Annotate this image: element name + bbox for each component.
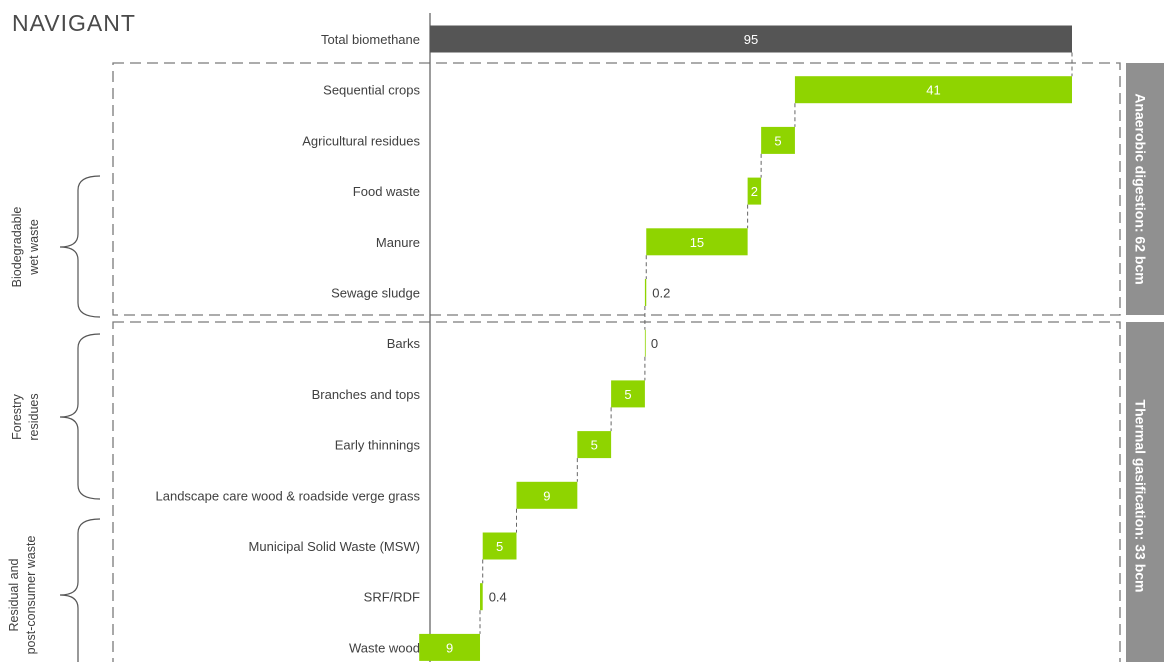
group-forestry-line1: Forestry xyxy=(10,393,24,440)
value-label-early-thinnings: 5 xyxy=(591,438,598,453)
brace-residual xyxy=(59,518,101,662)
value-label-municipal-solid-waste-msw: 5 xyxy=(496,539,503,554)
category-label-waste-wood: Waste wood xyxy=(349,640,420,655)
category-label-landscape-care-wood-roadside-verge-grass: Landscape care wood & roadside verge gra… xyxy=(156,488,421,503)
group-residual-line2: post-consumer waste xyxy=(24,536,38,655)
bar-early-thinnings xyxy=(577,431,612,459)
value-label-landscape-care-wood-roadside-verge-grass: 9 xyxy=(543,488,550,503)
category-label-agricultural-residues: Agricultural residues xyxy=(302,133,420,148)
group-residual-line1: Residual and xyxy=(7,558,21,631)
category-label-total-biomethane: Total biomethane xyxy=(321,32,420,47)
bar-food-waste xyxy=(747,177,762,205)
thermal-gasification-box xyxy=(112,321,1121,662)
anaerobic-side-panel xyxy=(1126,63,1164,315)
category-label-branches-and-tops: Branches and tops xyxy=(312,387,421,402)
group-biodegradable-line2: wet waste xyxy=(27,219,41,276)
category-label-srf-rdf: SRF/RDF xyxy=(364,590,420,605)
category-label-early-thinnings: Early thinnings xyxy=(335,438,421,453)
value-label-food-waste: 2 xyxy=(751,184,758,199)
thermal-side-panel xyxy=(1126,322,1164,662)
navigant-logo: NAVIGANT xyxy=(12,10,136,36)
value-label-manure: 15 xyxy=(690,235,704,250)
value-label-sequential-crops: 41 xyxy=(926,83,940,98)
bar-municipal-solid-waste-msw xyxy=(482,532,517,560)
category-label-manure: Manure xyxy=(376,235,420,250)
bar-landscape-care-wood-roadside-verge-grass xyxy=(516,481,578,509)
category-label-food-waste: Food waste xyxy=(353,184,420,199)
category-label-sequential-crops: Sequential crops xyxy=(323,83,420,98)
bar-manure xyxy=(646,228,748,256)
brace-biodegradable xyxy=(59,175,101,318)
bar-agricultural-residues xyxy=(761,126,795,154)
bar-sewage-sludge xyxy=(644,279,647,306)
bar-srf-rdf xyxy=(480,583,483,611)
group-biodegradable-line1: Biodegradable xyxy=(10,207,24,288)
bar-waste-wood xyxy=(419,633,481,661)
category-label-barks: Barks xyxy=(387,336,421,351)
bar-total-biomethane xyxy=(430,25,1072,53)
bar-barks xyxy=(644,329,646,357)
bar-sequential-crops xyxy=(794,76,1072,104)
brace-forestry xyxy=(59,333,101,500)
value-label-sewage-sludge: 0.2 xyxy=(652,286,670,301)
bar-branches-and-tops xyxy=(611,380,645,408)
category-label-sewage-sludge: Sewage sludge xyxy=(331,286,420,301)
value-label-barks: 0 xyxy=(651,336,658,351)
thermal-side-label: Thermal gasification: 33 bcm xyxy=(1132,400,1148,593)
anaerobic-side-label: Anaerobic digestion: 62 bcm xyxy=(1132,93,1148,284)
value-label-branches-and-tops: 5 xyxy=(624,387,631,402)
value-label-srf-rdf: 0.4 xyxy=(489,590,507,605)
category-label-municipal-solid-waste-msw: Municipal Solid Waste (MSW) xyxy=(249,539,420,554)
group-forestry-line2: residues xyxy=(27,393,41,440)
value-label-waste-wood: 9 xyxy=(446,640,453,655)
value-label-agricultural-residues: 5 xyxy=(774,133,781,148)
value-label-total-biomethane: 95 xyxy=(744,32,758,47)
anaerobic-digestion-box xyxy=(112,62,1121,316)
